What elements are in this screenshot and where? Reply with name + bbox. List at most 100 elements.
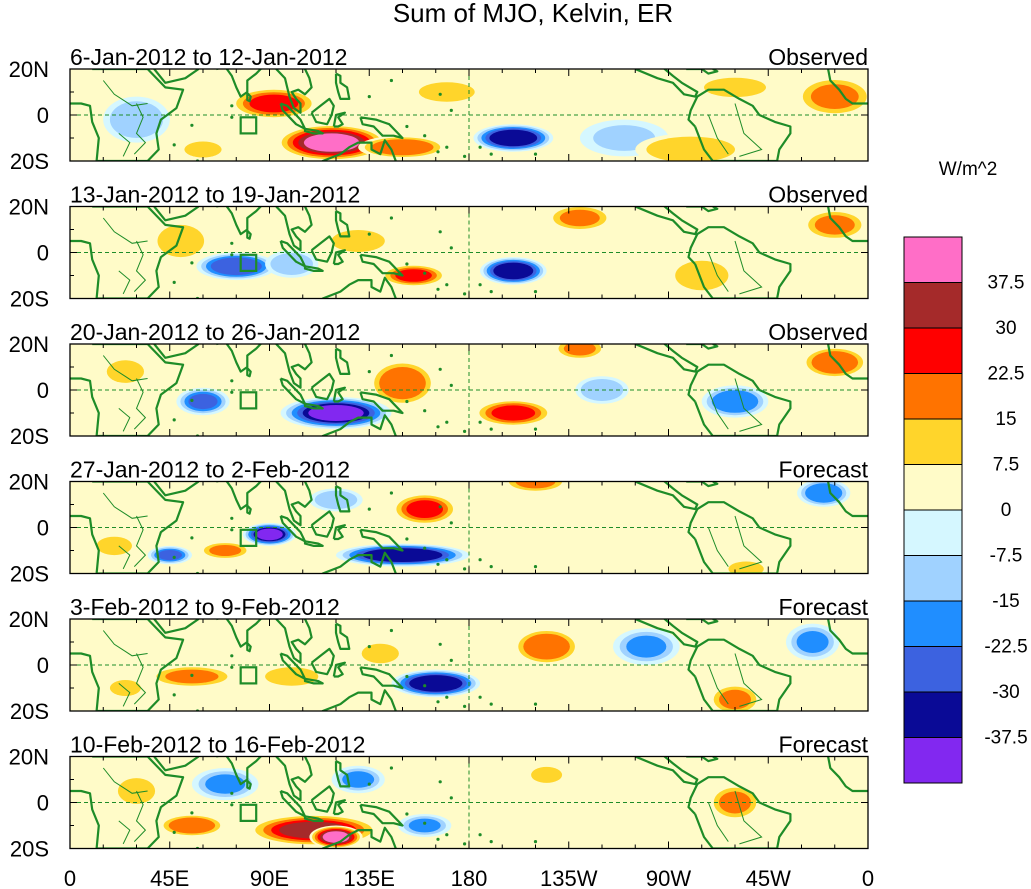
lon-tick-label: 0 (862, 866, 874, 889)
island-marker (533, 290, 538, 294)
island-marker (230, 665, 234, 669)
lat-tick-label: 20S (10, 837, 49, 862)
india-coastline (216, 756, 263, 786)
country-border (707, 527, 729, 567)
colorbar-level-label: 0 (1001, 500, 1012, 521)
island-marker (423, 684, 427, 688)
philippines-coastline (334, 485, 351, 513)
anomaly-contour (157, 550, 182, 561)
island-marker (449, 383, 453, 387)
country-border (133, 790, 147, 842)
highlight-box (239, 528, 258, 547)
country-border (102, 80, 148, 107)
new-guinea-coastline (359, 803, 404, 827)
central-america-coastline (634, 756, 699, 786)
island-marker (172, 418, 176, 422)
central-america-coastline (634, 481, 699, 511)
colorbar-level-label: -37.5 (984, 728, 1027, 749)
panel-status: Observed (768, 44, 868, 70)
caribbean-coastline (686, 481, 719, 488)
sulawesi-coastline (332, 111, 346, 128)
island-marker (489, 152, 493, 156)
highlight-box (239, 666, 258, 685)
map-panel: 20N 0 20S 20-Jan-2012 to 26-Jan-2012 Observe… (9, 319, 869, 449)
field-layer (70, 481, 868, 574)
south-america-coastline (687, 363, 792, 436)
island-marker (478, 283, 482, 287)
island-marker (438, 505, 442, 509)
island-marker (172, 693, 176, 697)
australia-coastline (321, 276, 397, 299)
anomaly-contour (418, 82, 475, 102)
philippines-coastline (334, 760, 351, 788)
island-marker (489, 427, 493, 431)
anomaly-contour (106, 360, 144, 383)
island-marker (389, 491, 393, 495)
longitude-axis: 0 45E 90E 135E 180 135W 90W 45W 0 (64, 866, 874, 889)
australia-coastline (321, 826, 397, 849)
colorbar-level-label: 15 (995, 409, 1016, 430)
anomaly-contour (796, 631, 829, 653)
philippines-coastline (334, 72, 351, 100)
island-marker (172, 143, 176, 147)
anomaly-contour (810, 84, 859, 109)
island-marker (445, 558, 449, 562)
island-marker (436, 425, 440, 429)
country-border (118, 270, 131, 295)
west-africa-coastline (827, 481, 868, 518)
central-america-coastline (634, 344, 699, 373)
country-border (707, 664, 729, 705)
colorbar-swatch (903, 418, 963, 465)
india-coastline (216, 344, 263, 373)
island-marker (405, 399, 409, 404)
lon-tick-label: 180 (451, 866, 488, 889)
sri-lanka-coastline (246, 779, 252, 790)
java-coastline (303, 127, 324, 135)
south-america-coastline (687, 88, 792, 161)
colorbar-level-label: 37.5 (988, 273, 1025, 294)
island-marker (405, 674, 409, 679)
field-layer (70, 69, 868, 161)
java-coastline (303, 677, 324, 685)
africa-coastline (70, 69, 185, 161)
country-border (133, 103, 147, 155)
island-marker (367, 645, 371, 649)
map-panel: 20N 0 20S 13-Jan-2012 to 19-Jan-2012 Observe… (9, 182, 869, 312)
highlight-box (239, 803, 258, 822)
country-border (133, 515, 147, 567)
lat-tick-label: 20S (10, 562, 49, 587)
new-guinea-coastline (359, 666, 404, 690)
country-border (707, 389, 729, 430)
java-coastline (303, 265, 324, 272)
anomaly-contour (626, 635, 667, 658)
java-coastline (303, 815, 324, 822)
lat-tick-label: 0 (37, 653, 49, 678)
arabia-coastline (153, 344, 200, 359)
anomaly-contour (101, 539, 128, 553)
anomaly-contour (814, 215, 855, 235)
lat-tick-label: 20N (9, 332, 49, 357)
borneo-coastline (310, 785, 335, 813)
sulawesi-coastline (332, 249, 346, 266)
colorbar-swatch (903, 737, 963, 784)
panel-date-range: 6-Jan-2012 to 12-Jan-2012 (70, 44, 347, 70)
island-marker (405, 262, 409, 266)
caribbean-coastline (686, 619, 719, 625)
borneo-coastline (310, 235, 335, 263)
arabia-coastline (153, 69, 200, 84)
island-marker (533, 427, 538, 431)
country-border (102, 630, 148, 657)
new-guinea-coastline (359, 391, 404, 415)
anomaly-contour (493, 131, 534, 145)
island-marker (172, 830, 176, 835)
anomaly-contour (184, 141, 222, 158)
anomaly-contour (716, 392, 754, 411)
island-marker (438, 92, 442, 96)
map-panel: 20N 0 20S 3-Feb-2012 to 9-Feb-2012 Forecast (9, 594, 869, 724)
island-marker (449, 108, 453, 112)
anomaly-contour (816, 353, 854, 372)
lat-tick-label: 20N (9, 195, 49, 220)
island-marker (436, 700, 440, 704)
colorbar-swatch (903, 464, 963, 511)
